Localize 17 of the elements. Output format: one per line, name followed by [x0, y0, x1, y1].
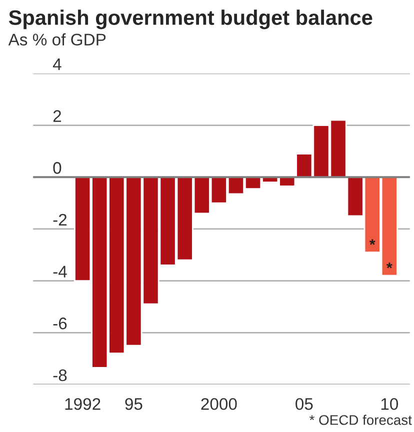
y-tick-label: 4: [52, 58, 62, 70]
y-tick-label: -6: [53, 318, 67, 330]
y-tick-label: -4: [53, 266, 67, 278]
text: * OECD forecast: [310, 414, 412, 425]
data-label: *: [386, 262, 392, 268]
y-tick-label: 0: [53, 162, 62, 174]
x-tick-label: 1992: [65, 398, 100, 410]
x-tick-label: 05: [296, 398, 313, 410]
y-tick-label: -8: [53, 369, 67, 382]
x-tick-label: 2000: [201, 398, 237, 410]
data-label: *: [369, 239, 376, 245]
x-tick-label: 10: [381, 398, 398, 410]
chart-title: Spanish government budget balance: [8, 10, 372, 30]
y-tick-label: -2: [53, 214, 67, 226]
y-tick-label: 2: [53, 110, 61, 122]
x-tick-label: 95: [125, 398, 142, 410]
chart-subtitle: As % of GDP: [8, 33, 106, 46]
